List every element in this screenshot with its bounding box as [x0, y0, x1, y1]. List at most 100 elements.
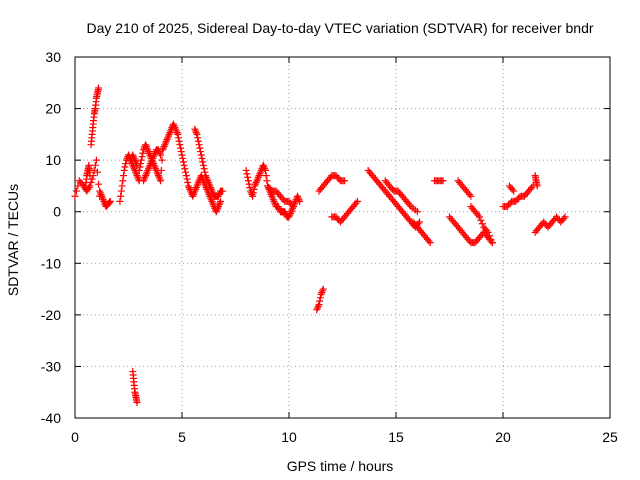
data-point	[528, 184, 536, 192]
data-point	[175, 137, 183, 145]
data-point	[179, 158, 187, 166]
data-point	[352, 199, 360, 207]
data-points	[71, 84, 569, 407]
data-point	[269, 196, 277, 204]
data-point	[158, 156, 166, 164]
data-point	[90, 166, 98, 174]
data-point	[561, 213, 569, 221]
data-point	[196, 144, 204, 152]
data-point	[485, 232, 493, 240]
y-axis-label: SDTVAR / TECUs	[5, 184, 21, 296]
data-point	[208, 197, 216, 205]
data-point	[214, 192, 222, 200]
data-point	[182, 172, 190, 180]
x-tick-label: 0	[71, 429, 79, 445]
data-point	[155, 148, 163, 156]
data-point	[122, 160, 130, 168]
data-point	[246, 184, 254, 192]
y-tick-label: -40	[41, 410, 61, 426]
data-point	[256, 168, 264, 176]
data-point	[212, 208, 220, 216]
data-point	[155, 173, 163, 181]
data-point	[121, 163, 129, 171]
data-point	[98, 194, 106, 202]
y-tick-label: 20	[45, 101, 61, 117]
data-point	[174, 130, 182, 138]
data-point	[174, 134, 182, 142]
data-point	[180, 161, 188, 169]
data-point	[120, 166, 128, 174]
data-point	[194, 134, 202, 142]
x-axis-label: GPS time / hours	[287, 458, 394, 474]
data-point	[133, 399, 141, 407]
data-point	[252, 178, 260, 186]
data-point	[142, 142, 150, 150]
axis-ticks	[74, 56, 611, 419]
data-point	[353, 197, 361, 205]
data-point	[72, 187, 80, 195]
data-point	[313, 306, 321, 314]
data-point	[142, 172, 150, 180]
data-point	[203, 175, 211, 183]
data-point	[253, 177, 261, 185]
data-point	[191, 187, 199, 195]
data-point	[199, 161, 207, 169]
data-point	[159, 144, 167, 152]
data-point	[145, 163, 153, 171]
data-point	[92, 156, 100, 164]
data-point	[208, 187, 216, 195]
data-point	[201, 168, 209, 176]
x-tick-label: 25	[602, 429, 618, 445]
data-point	[510, 187, 518, 195]
data-point	[341, 177, 349, 185]
data-point	[294, 194, 302, 202]
data-point	[140, 175, 148, 183]
y-tick-label: -30	[41, 358, 61, 374]
data-point	[160, 142, 168, 150]
data-point	[164, 132, 172, 140]
data-point	[178, 151, 186, 159]
data-point	[204, 177, 212, 185]
data-point	[242, 166, 250, 174]
data-point	[144, 146, 152, 154]
data-point	[192, 129, 200, 137]
data-point	[281, 208, 289, 216]
data-point	[198, 154, 206, 162]
data-point	[262, 172, 270, 180]
data-point	[150, 151, 158, 159]
data-point	[288, 201, 296, 209]
data-point	[164, 134, 172, 142]
plot-frame	[74, 56, 611, 419]
data-point	[134, 173, 142, 181]
data-point	[118, 182, 126, 190]
data-point	[157, 166, 165, 174]
data-point	[153, 168, 161, 176]
data-point	[294, 192, 302, 200]
data-point	[156, 175, 164, 183]
data-point	[467, 192, 475, 200]
data-point	[141, 173, 149, 181]
data-point	[106, 197, 114, 205]
data-point	[172, 125, 180, 133]
data-point	[100, 197, 108, 205]
y-tick-label: -10	[41, 255, 61, 271]
y-tick-labels: -40 -30 -20 -10 0 10 20 30	[41, 49, 61, 426]
data-point	[274, 203, 282, 211]
data-point	[477, 216, 485, 224]
data-point	[189, 192, 197, 200]
data-point	[181, 165, 189, 173]
data-point	[144, 148, 152, 156]
data-point	[195, 141, 203, 149]
data-point	[129, 153, 137, 161]
data-point	[149, 153, 157, 161]
data-point	[254, 175, 262, 183]
data-point	[287, 208, 295, 216]
data-point	[147, 158, 155, 166]
data-point	[260, 163, 268, 171]
data-point	[138, 153, 146, 161]
data-point	[254, 173, 262, 181]
data-point	[106, 198, 114, 206]
data-point	[416, 218, 424, 226]
data-point	[184, 182, 192, 190]
